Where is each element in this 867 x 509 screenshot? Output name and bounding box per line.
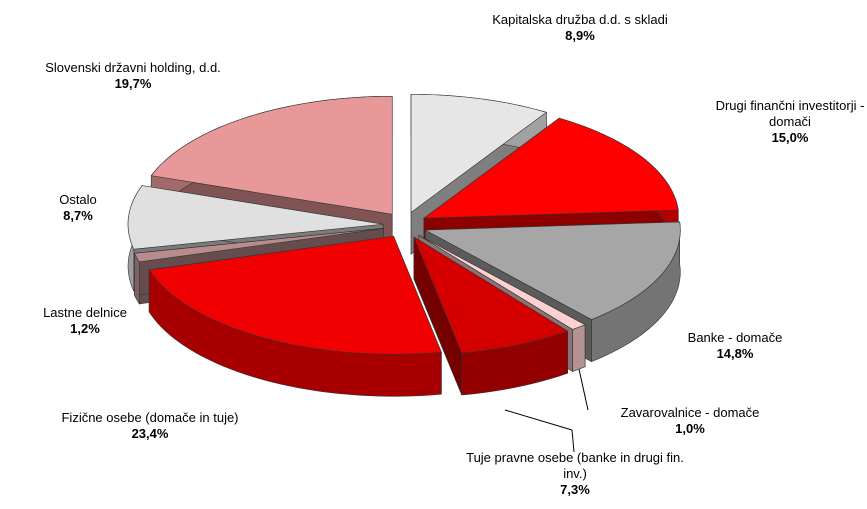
slice-top [418, 235, 586, 330]
slice-value: 7,3% [560, 482, 590, 497]
slice-top [148, 235, 442, 355]
slice-name: Banke - domače [687, 330, 783, 345]
slice-label: Kapitalska družba d.d. s skladi 8,9% [480, 12, 680, 44]
leader-line [571, 429, 575, 453]
slice-name: Tuje pravne osebe (banke in drugi fin. i… [466, 450, 684, 481]
slice [148, 235, 442, 397]
slice-label: Fizične osebe (domače in tuje) 23,4% [35, 410, 265, 442]
slice-value: 15,0% [771, 130, 809, 145]
slice-name: Zavarovalnice - domače [620, 405, 760, 420]
slice-label: Tuje pravne osebe (banke in drugi fin. i… [460, 450, 690, 498]
slice-label: Ostalo 8,7% [28, 192, 128, 224]
slice-value: 1,2% [70, 321, 100, 336]
slice-label: Slovenski državni holding, d.d. 19,7% [3, 60, 263, 92]
slice-top [134, 227, 384, 263]
slice-value: 19,7% [114, 76, 152, 91]
slice-top [127, 185, 384, 250]
slice-value: 8,7% [63, 208, 93, 223]
slice [413, 236, 569, 396]
slice-top [410, 94, 548, 213]
slice-name: Ostalo [59, 192, 97, 207]
slice-name: Fizične osebe (domače in tuje) [61, 410, 239, 425]
slice-top [150, 95, 393, 215]
slice-label: Lastne delnice 1,2% [15, 305, 155, 337]
slice-name: Drugi finančni investitorji - domači [715, 98, 865, 129]
leader-line [504, 409, 573, 431]
slice-label: Banke - domače 14,8% [665, 330, 805, 362]
slice-value: 1,0% [675, 421, 705, 436]
slice-side [572, 324, 586, 372]
slice-value: 8,9% [565, 28, 595, 43]
slice-name: Slovenski državni holding, d.d. [45, 60, 221, 75]
slice-value: 14,8% [716, 346, 754, 361]
slice-top [413, 236, 569, 354]
slice-value: 23,4% [131, 426, 169, 441]
slice-name: Lastne delnice [43, 305, 127, 320]
slice-label: Drugi finančni investitorji - domači 15,0… [705, 98, 867, 146]
slice-name: Kapitalska družba d.d. s skladi [492, 12, 668, 27]
slice-label: Zavarovalnice - domače 1,0% [590, 405, 790, 437]
slice-top [424, 221, 681, 320]
slice-top [422, 117, 679, 219]
